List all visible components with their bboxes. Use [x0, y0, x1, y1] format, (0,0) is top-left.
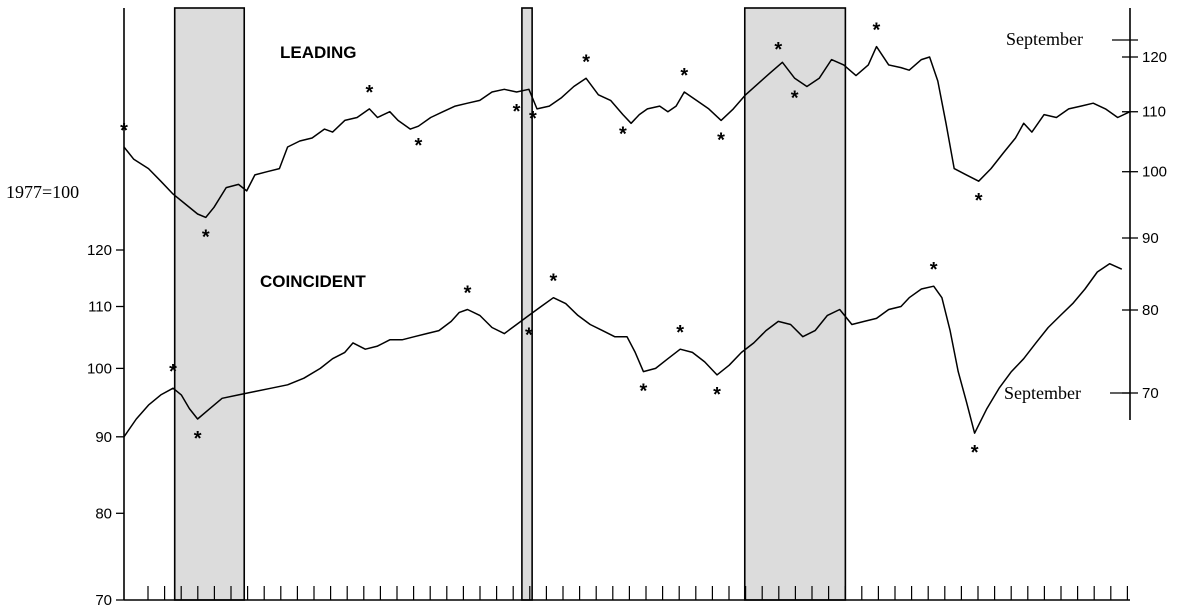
leading-turning-point-star: * [529, 108, 537, 130]
left-tick-label-90: 90 [95, 429, 112, 446]
leading-turning-point-star: * [717, 129, 725, 151]
coincident-turning-point-star: * [194, 428, 202, 450]
recession-shade-0 [173, 7, 246, 601]
left-tick-label-70: 70 [95, 592, 112, 609]
series-line-leading [123, 45, 1131, 219]
recession-shade-1 [521, 7, 533, 601]
leading-turning-point-star: * [513, 101, 521, 123]
series-line-coincident [123, 262, 1123, 438]
recession-shading [173, 7, 847, 601]
leading-turning-point-star: * [680, 65, 688, 87]
coincident-turning-point-star: * [549, 271, 557, 293]
coincident-turning-point-star: * [464, 282, 472, 304]
leading-turning-point-star: * [873, 20, 881, 42]
coincident-turning-point-star: * [525, 324, 533, 346]
leading-end-label: September [1006, 29, 1083, 49]
coincident-turning-point-star: * [713, 384, 721, 406]
leading-series-label: LEADING [280, 43, 357, 62]
coincident-turning-point-star: * [676, 322, 684, 344]
series-lines [123, 45, 1131, 438]
coincident-series-label: COINCIDENT [260, 272, 366, 291]
leading-turning-point-star: * [415, 135, 423, 157]
leading-turning-point-star: * [774, 39, 782, 61]
right-tick-label-80: 80 [1142, 302, 1159, 319]
coincident-turning-point-star: * [930, 259, 938, 281]
leading-turning-point-star: * [791, 87, 799, 109]
right-tick-label-90: 90 [1142, 230, 1159, 247]
coincident-turning-point-star: * [639, 381, 647, 403]
right-axis: 90 100 110 120 70 80 [1110, 39, 1167, 402]
left-tick-label-110: 110 [88, 299, 112, 316]
leading-turning-point-star: * [120, 120, 128, 142]
left-tick-label-120: 120 [87, 242, 112, 259]
right-tick-label-120: 120 [1142, 49, 1167, 66]
bottom-tick-marks [147, 586, 1129, 600]
base-year-label: 1977=100 [6, 182, 79, 202]
plot-frame [123, 8, 1131, 601]
turning-point-markers: * * * * * * * * * * * * * * * * * * * * * * * * [120, 20, 983, 465]
right-tick-label-110: 110 [1142, 104, 1166, 121]
right-tick-label-100: 100 [1142, 164, 1167, 181]
leading-turning-point-star: * [619, 124, 627, 146]
left-tick-label-100: 100 [87, 360, 112, 377]
right-tick-label-70: 70 [1142, 385, 1159, 402]
coincident-turning-point-star: * [169, 361, 177, 383]
coincident-end-label: September [1004, 383, 1081, 403]
left-tick-label-80: 80 [95, 505, 112, 522]
leading-turning-point-star: * [582, 51, 590, 73]
coincident-turning-point-star: * [971, 442, 979, 464]
leading-turning-point-star: * [202, 226, 210, 248]
left-axis: 70 80 90 100 110 120 [87, 242, 124, 609]
leading-turning-point-star: * [975, 190, 983, 212]
leading-turning-point-star: * [365, 82, 373, 104]
